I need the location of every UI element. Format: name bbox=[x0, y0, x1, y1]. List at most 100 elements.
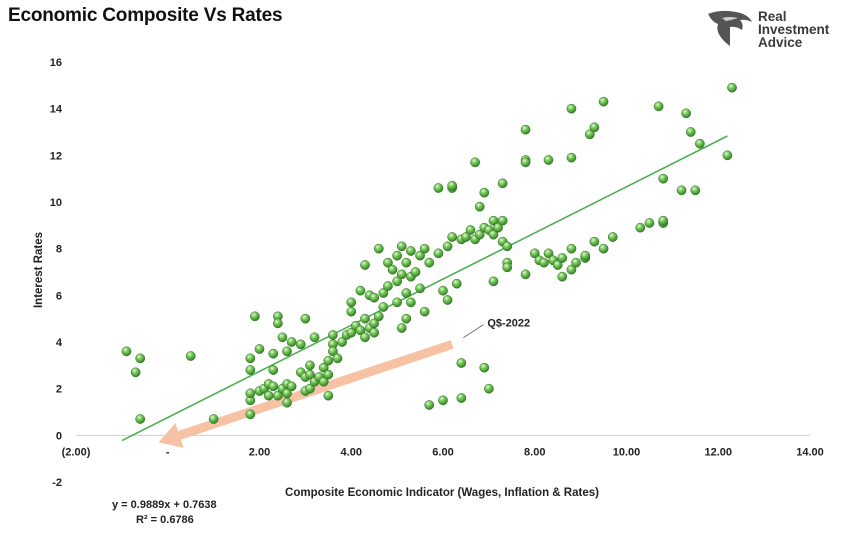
data-point bbox=[268, 348, 279, 359]
data-point bbox=[442, 241, 453, 252]
data-point bbox=[360, 332, 370, 343]
data-point bbox=[456, 358, 467, 368]
data-point bbox=[332, 353, 343, 364]
data-point bbox=[383, 281, 393, 291]
data-point bbox=[245, 353, 256, 364]
data-point bbox=[415, 250, 425, 261]
data-point bbox=[245, 365, 256, 375]
data-point bbox=[346, 297, 357, 308]
x-tick-label: 6.00 bbox=[432, 446, 453, 458]
y-axis-label: Interest Rates bbox=[33, 232, 45, 308]
data-point bbox=[130, 367, 141, 378]
data-point bbox=[465, 225, 476, 235]
data-point bbox=[520, 269, 531, 280]
y-tick-label: 16 bbox=[50, 57, 62, 69]
data-point bbox=[135, 353, 146, 364]
data-point bbox=[396, 241, 407, 252]
data-point bbox=[268, 365, 279, 375]
data-point bbox=[323, 355, 334, 366]
data-point bbox=[580, 250, 591, 261]
logo-line-2: Investment bbox=[758, 22, 830, 37]
data-point bbox=[309, 332, 320, 343]
x-tick-label: 10.00 bbox=[613, 446, 641, 458]
data-point bbox=[273, 318, 283, 329]
y-tick-label: 12 bbox=[50, 150, 62, 162]
data-point bbox=[378, 302, 389, 312]
data-point bbox=[378, 288, 389, 298]
data-point bbox=[520, 124, 531, 135]
data-point bbox=[474, 201, 485, 212]
data-point bbox=[286, 381, 297, 392]
logo-text: Real Investment Advice bbox=[758, 9, 830, 50]
data-point bbox=[396, 323, 407, 333]
annotation-leader bbox=[463, 324, 484, 339]
y-tick-label: 0 bbox=[56, 430, 62, 442]
data-point bbox=[552, 260, 563, 270]
data-point bbox=[305, 383, 315, 394]
data-point bbox=[392, 250, 402, 261]
data-point bbox=[282, 346, 292, 357]
y-tick-label: 10 bbox=[50, 197, 62, 209]
data-point bbox=[598, 96, 609, 107]
data-point bbox=[488, 229, 499, 240]
data-point bbox=[543, 248, 554, 259]
data-point bbox=[451, 278, 462, 289]
data-point bbox=[355, 285, 366, 296]
data-point bbox=[268, 381, 279, 392]
data-point bbox=[360, 260, 370, 270]
x-tick-label: 8.00 bbox=[524, 446, 545, 458]
data-point bbox=[497, 178, 508, 189]
data-point bbox=[635, 222, 646, 233]
data-point bbox=[484, 383, 494, 394]
x-axis-label: Composite Economic Indicator (Wages, Inf… bbox=[285, 487, 599, 499]
data-point bbox=[346, 327, 357, 338]
y-tick-label: 6 bbox=[56, 290, 62, 302]
data-point bbox=[502, 262, 513, 273]
data-point bbox=[690, 185, 701, 196]
data-point bbox=[456, 393, 467, 403]
data-point bbox=[681, 108, 691, 119]
data-point bbox=[676, 185, 687, 196]
data-point bbox=[346, 306, 357, 317]
data-point bbox=[479, 362, 490, 373]
data-point bbox=[493, 222, 503, 233]
data-point bbox=[419, 306, 430, 317]
data-point bbox=[424, 257, 435, 268]
logo-line-1: Real bbox=[758, 9, 787, 24]
data-point bbox=[566, 152, 577, 163]
x-tick-label: 4.00 bbox=[341, 446, 362, 458]
y-tick-label: -2 bbox=[52, 477, 62, 489]
data-point bbox=[250, 311, 260, 322]
trend-arrow-shaft bbox=[178, 340, 454, 440]
data-point bbox=[433, 248, 444, 259]
data-point bbox=[520, 157, 531, 168]
annotation-label: Q$-2022 bbox=[487, 318, 530, 330]
data-point bbox=[401, 313, 412, 324]
data-point bbox=[254, 344, 265, 354]
data-point bbox=[566, 243, 577, 254]
data-point bbox=[360, 313, 370, 324]
y-tick-label: 2 bbox=[56, 384, 62, 396]
data-point bbox=[461, 232, 471, 242]
data-point bbox=[392, 276, 402, 287]
data-point bbox=[415, 283, 425, 294]
data-point bbox=[557, 271, 568, 282]
data-point bbox=[438, 395, 448, 406]
x-tick-label: - bbox=[166, 446, 170, 458]
data-point bbox=[598, 243, 609, 254]
data-point bbox=[305, 360, 315, 371]
data-point bbox=[373, 243, 384, 254]
data-point bbox=[722, 150, 733, 161]
data-point bbox=[295, 339, 306, 350]
x-tick-label: 14.00 bbox=[796, 446, 824, 458]
regression-r2: R² = 0.6786 bbox=[136, 514, 194, 526]
data-point bbox=[185, 351, 196, 361]
data-point bbox=[401, 288, 412, 298]
data-point bbox=[406, 246, 416, 256]
logo-line-3: Advice bbox=[758, 35, 803, 50]
data-point bbox=[479, 187, 490, 198]
y-tick-label: 8 bbox=[56, 244, 62, 256]
x-tick-label: 2.00 bbox=[249, 446, 270, 458]
data-point bbox=[497, 215, 508, 226]
data-point bbox=[328, 330, 338, 340]
